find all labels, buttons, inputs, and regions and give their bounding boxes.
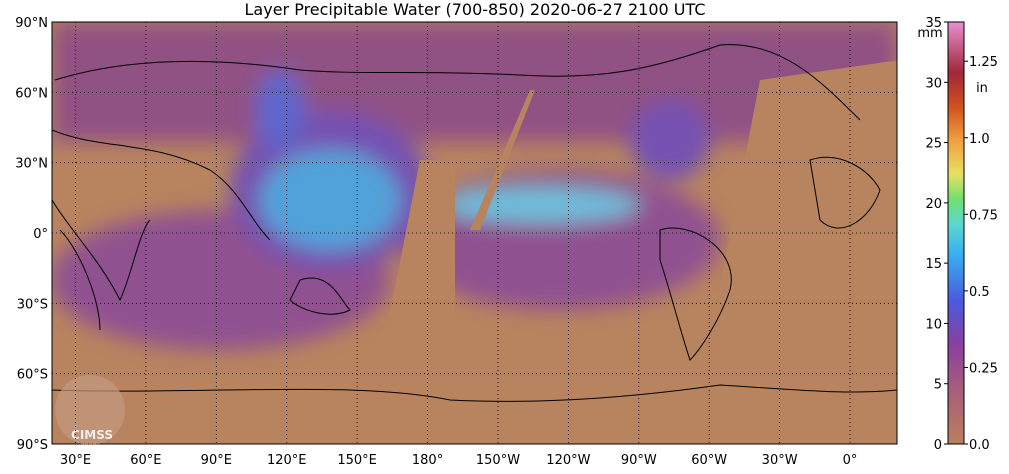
lat-label: 30°N: [15, 157, 48, 172]
lon-label: 30°W: [762, 453, 798, 468]
lon-label: 150°E: [337, 453, 377, 468]
colorbar-mm-label: 10: [925, 317, 942, 332]
colorbar-in-label: 0.75: [969, 208, 998, 223]
colorbar-in-label: 1.25: [969, 55, 998, 70]
lon-label: 0°: [843, 453, 858, 468]
lon-label: 150°W: [476, 453, 520, 468]
lon-label: 120°E: [267, 453, 307, 468]
logo-text: CIMSS: [71, 428, 113, 442]
lon-label: 30°E: [60, 453, 91, 468]
lon-label: 180°: [412, 453, 443, 468]
lat-label: 60°N: [15, 86, 48, 101]
colorbar-in-label: 1.0: [969, 132, 990, 147]
colorbar-mm-label: 20: [925, 197, 942, 212]
lon-label: 90°W: [621, 453, 657, 468]
colorbar-in-label: 0.0: [969, 438, 990, 453]
title: Layer Precipitable Water (700-850) 2020-…: [245, 0, 706, 19]
lat-label: 30°S: [17, 297, 48, 312]
colorbar-mm-label: 25: [925, 137, 942, 152]
colorbar-mm-label: 0: [934, 438, 942, 453]
colorbar-unit-in: in: [976, 81, 988, 96]
colorbar-mm-label: 5: [934, 378, 942, 393]
lat-label: 60°S: [17, 368, 48, 383]
lon-label: 90°E: [201, 453, 232, 468]
colorbar: [947, 21, 965, 445]
colorbar-in-label: 0.25: [969, 361, 998, 376]
colorbar-unit-mm: mm: [917, 26, 942, 41]
lat-label: 0°: [33, 227, 48, 242]
lon-label: 60°W: [691, 453, 727, 468]
lat-label: 90°N: [15, 16, 48, 31]
colorbar-mm-label: 35: [925, 16, 942, 31]
lon-label: 120°W: [546, 453, 590, 468]
colorbar-mm-label: 15: [925, 257, 942, 272]
lat-label: 90°S: [17, 438, 48, 453]
colorbar-mm-label: 30: [925, 76, 942, 91]
logo: CIMSS: [55, 375, 125, 445]
lon-label: 60°E: [130, 453, 161, 468]
colorbar-in-label: 0.5: [969, 285, 990, 300]
